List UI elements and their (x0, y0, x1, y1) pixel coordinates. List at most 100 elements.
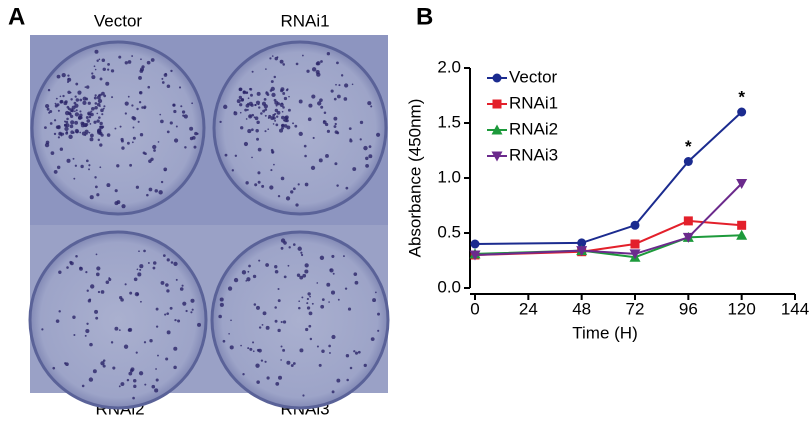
x-tick-label: 144 (781, 299, 809, 318)
colony (112, 366, 116, 370)
colony (57, 125, 61, 128)
colony (162, 254, 166, 258)
colony (320, 304, 325, 309)
colony (158, 190, 163, 195)
y-tick-label: 2.0 (437, 57, 461, 76)
colony (246, 108, 249, 111)
colony (247, 347, 250, 350)
colony (153, 149, 156, 152)
colony (116, 164, 120, 168)
colony (261, 184, 265, 188)
colony (370, 337, 375, 342)
colony (103, 105, 106, 108)
colony (100, 361, 105, 366)
colony (316, 345, 319, 348)
colony (97, 128, 102, 133)
colony (70, 98, 73, 101)
colony (65, 131, 69, 134)
colony (70, 130, 74, 135)
colony (233, 111, 236, 113)
colony (66, 80, 70, 84)
colony (74, 95, 77, 98)
colony (354, 351, 359, 355)
colony (323, 111, 327, 114)
colony (96, 95, 101, 100)
colony (302, 273, 307, 278)
plate-photo (28, 35, 390, 410)
colony (84, 86, 87, 88)
colony (290, 190, 294, 194)
legend-marker (491, 151, 503, 162)
colony (182, 301, 187, 306)
colony (330, 290, 336, 295)
colony (219, 297, 224, 302)
colony (155, 325, 159, 328)
colony (277, 328, 281, 333)
colony (57, 109, 60, 112)
colony (82, 100, 87, 105)
colony (74, 164, 78, 167)
colony (236, 99, 241, 104)
colony (166, 84, 171, 89)
colony (126, 141, 130, 145)
colony (131, 104, 134, 107)
colony (131, 55, 134, 57)
colony (274, 306, 277, 309)
colony (310, 165, 316, 171)
legend-marker (492, 99, 502, 109)
colony (120, 382, 125, 386)
colony (88, 164, 91, 167)
colony (134, 291, 140, 297)
colony (55, 97, 58, 100)
colony (73, 101, 77, 105)
colony (302, 394, 305, 397)
colony (99, 77, 103, 81)
colony (53, 132, 57, 136)
data-point (470, 239, 480, 249)
colony (189, 126, 194, 131)
colony (118, 55, 122, 59)
colony (315, 70, 320, 75)
colony (306, 302, 309, 305)
colony (178, 86, 182, 89)
colony (94, 94, 97, 97)
colony (363, 363, 367, 368)
colony (264, 114, 267, 117)
colony (346, 378, 349, 382)
colony (137, 272, 142, 277)
colony (262, 109, 266, 113)
colony (252, 341, 255, 344)
colony (274, 100, 279, 105)
colony (257, 180, 261, 184)
legend-label: RNAi1 (509, 93, 558, 112)
colony (298, 306, 301, 310)
colony (333, 116, 338, 121)
colony (311, 94, 316, 99)
colony (301, 54, 304, 57)
colony (247, 270, 250, 273)
data-point (683, 216, 693, 226)
colony (77, 116, 82, 120)
colony (265, 91, 269, 95)
colony (326, 129, 331, 133)
colony (65, 120, 69, 124)
colony (106, 183, 111, 188)
colony (94, 105, 98, 110)
colony (349, 366, 353, 370)
colony (331, 254, 335, 258)
colony (143, 341, 147, 344)
colony (75, 254, 78, 258)
colony (67, 78, 70, 80)
colony (96, 266, 101, 271)
colony (90, 284, 95, 289)
colony (247, 129, 252, 134)
colony (264, 130, 267, 133)
colony (114, 326, 119, 331)
colony (96, 119, 100, 123)
data-point (736, 179, 748, 189)
colony (224, 153, 228, 157)
colony (127, 60, 132, 64)
colony (248, 264, 251, 268)
colony (54, 102, 57, 105)
colony (218, 314, 222, 319)
